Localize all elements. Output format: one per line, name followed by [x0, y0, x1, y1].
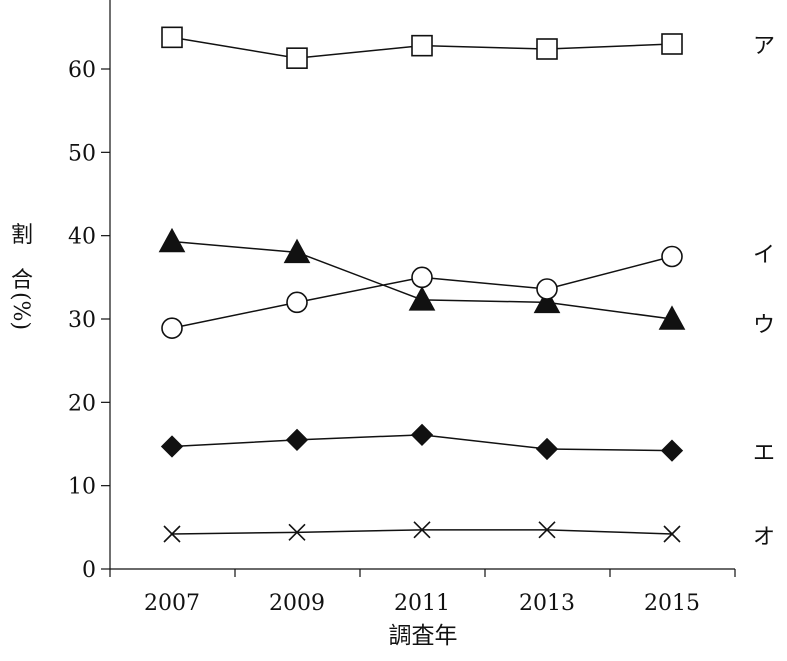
data-point: [158, 227, 186, 253]
y-tick-label: 40: [68, 225, 96, 250]
y-ticks: 0 10 20 30 40 50 60: [68, 58, 110, 583]
cross-stroke: [288, 523, 306, 541]
data-point: [160, 435, 184, 458]
data-point: [410, 423, 434, 446]
y-axis-title-char-2: 合: [11, 268, 33, 293]
y-tick-label: 30: [68, 308, 96, 333]
data-point: [408, 286, 436, 311]
data-point: [411, 266, 433, 289]
data-point: [660, 439, 684, 462]
x-tick-label: 2011: [394, 591, 450, 616]
series-label: イ: [753, 243, 775, 268]
data-point: [161, 317, 183, 339]
x-ticks: 2007 2009 2011 2013 2015: [109, 569, 736, 616]
y-tick-label: 0: [82, 558, 96, 583]
data-point: [283, 238, 311, 264]
data-point: [658, 305, 686, 330]
data-point: [286, 47, 308, 69]
series-label: ウ: [753, 313, 775, 338]
cross-stroke: [413, 521, 431, 539]
series-label: ア: [753, 34, 775, 59]
data-point: [661, 33, 683, 55]
data-point: [536, 38, 558, 60]
data-point: [536, 278, 558, 300]
cross-stroke: [538, 521, 556, 539]
axes: [109, 0, 735, 570]
series-4: [160, 423, 684, 462]
y-tick-label: 60: [68, 58, 96, 83]
data-point: [533, 288, 561, 314]
y-tick-label: 50: [68, 141, 96, 166]
x-axis-title: 調査年: [389, 623, 458, 649]
series-3: [161, 245, 683, 339]
y-axis-title-char-3: (%): [8, 292, 33, 330]
data-point: [663, 525, 681, 543]
data-point: [411, 34, 433, 57]
cross-stroke: [663, 525, 681, 543]
series-label: エ: [753, 441, 775, 466]
data-point: [538, 521, 556, 539]
y-axis-title-char-1: 割: [11, 223, 33, 248]
y-axis-title: 割 合 (%): [8, 223, 33, 330]
y-tick-label: 20: [68, 391, 96, 416]
data-point: [286, 291, 308, 314]
data-point: [288, 523, 306, 541]
series-1: [161, 26, 683, 69]
series-label: オ: [753, 525, 775, 550]
series-2: [158, 227, 686, 330]
x-tick-label: 2015: [644, 591, 700, 616]
x-tick-label: 2013: [519, 591, 575, 616]
data-point: [163, 525, 181, 543]
data-point: [285, 428, 309, 451]
cross-stroke: [163, 525, 181, 543]
data-point: [661, 245, 683, 268]
series-5: [163, 521, 681, 543]
series-layer: [158, 26, 686, 543]
y-tick-label: 10: [68, 475, 96, 500]
data-point: [535, 437, 559, 461]
data-point: [413, 521, 431, 539]
x-tick-label: 2009: [269, 591, 325, 616]
x-tick-label: 2007: [144, 591, 200, 616]
data-point: [161, 26, 183, 49]
